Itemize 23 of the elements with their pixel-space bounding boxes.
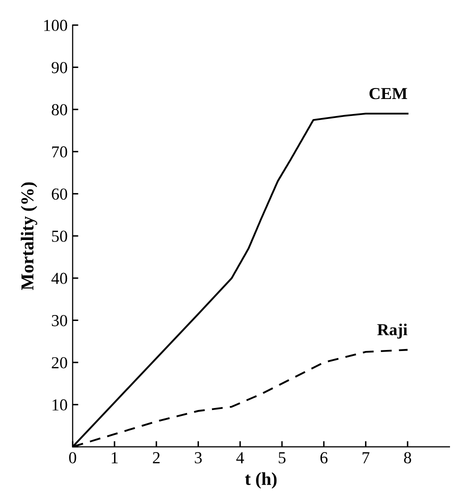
y-tick-label: 40: [51, 272, 68, 284]
x-tick-label: 2: [152, 452, 160, 464]
series-label: CEM: [370, 88, 408, 100]
y-tick-label: 50: [52, 230, 68, 242]
y-tick-label: 80: [52, 104, 68, 116]
x-tick-label: 6: [320, 452, 328, 464]
y-tick-label: 70: [52, 146, 68, 158]
y-axis-title: Mortality (%): [20, 182, 38, 290]
y-tick-label: 10: [52, 399, 68, 411]
y-tick-label: 30: [52, 314, 68, 326]
x-tick-label: 5: [278, 452, 286, 464]
x-tick-label: 8: [404, 452, 412, 464]
series-label: Raji: [377, 324, 408, 339]
x-axis-title: t (h): [245, 472, 277, 489]
x-tick-label: 1: [112, 452, 118, 464]
y-tick-label: 20: [52, 357, 68, 368]
y-tick-label: 90: [52, 62, 68, 74]
y-tick-label: 100: [44, 20, 68, 32]
x-tick-label: 0: [69, 452, 76, 464]
x-tick-label: 4: [236, 452, 244, 464]
x-tick-label: 7: [362, 452, 370, 464]
y-tick-label: 60: [52, 188, 68, 200]
x-tick-label: 3: [194, 452, 202, 464]
